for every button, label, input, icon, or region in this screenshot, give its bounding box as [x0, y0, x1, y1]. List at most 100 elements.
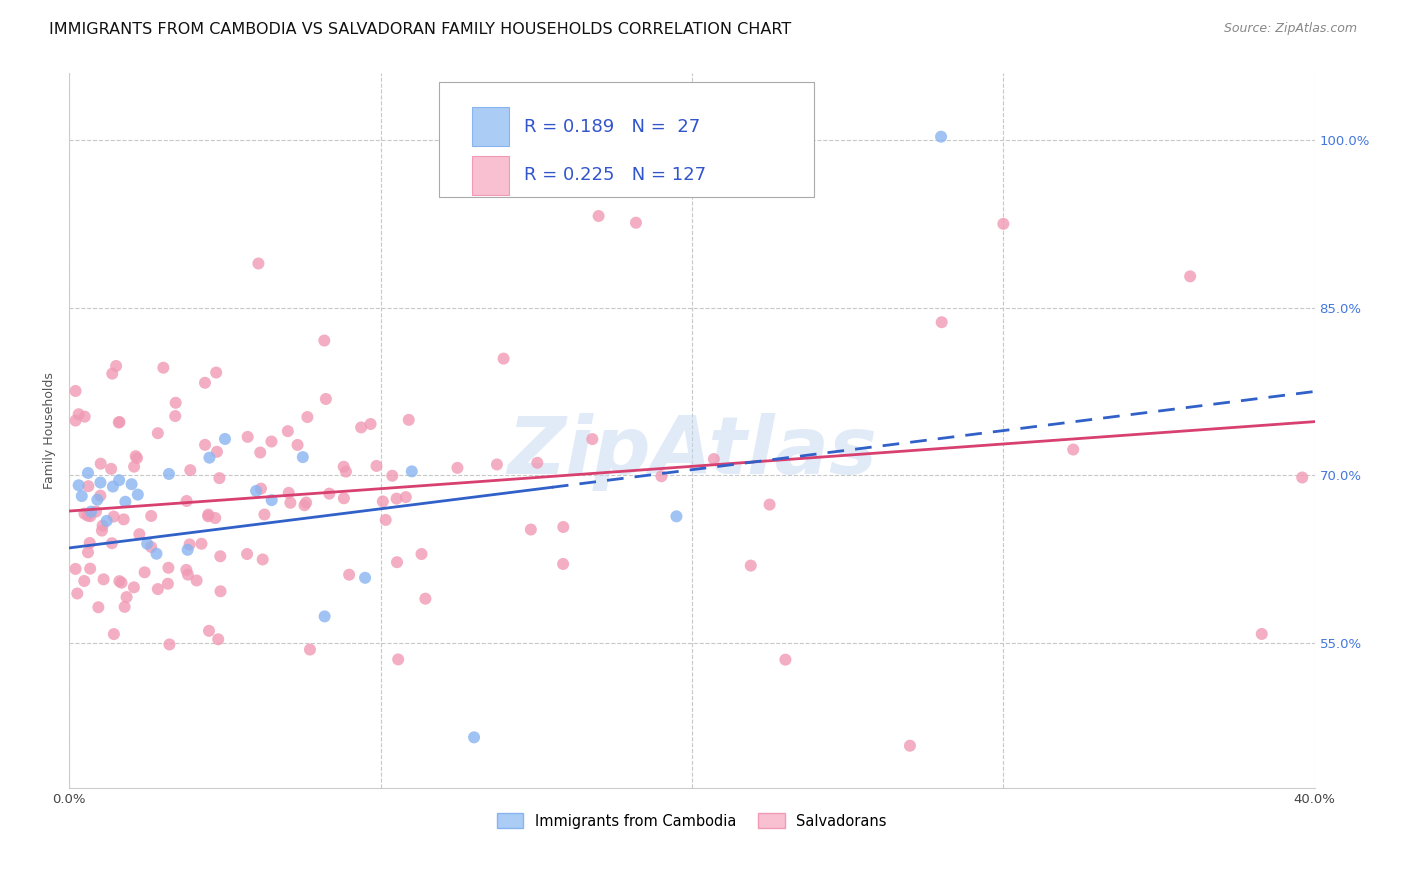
Point: [387, 652, 409, 666]
Point: [1291, 470, 1313, 484]
Point: [553, 520, 575, 534]
Point: [145, 547, 167, 561]
Point: [146, 582, 169, 596]
Point: [198, 624, 221, 638]
Point: [65, 562, 87, 576]
Point: [105, 359, 128, 373]
Point: [485, 458, 508, 472]
Point: [152, 360, 174, 375]
Point: [295, 495, 318, 509]
Point: [115, 590, 138, 604]
Point: [73, 409, 96, 424]
Point: [208, 471, 231, 485]
Point: [91, 518, 114, 533]
Point: [179, 537, 201, 551]
Point: [214, 432, 236, 446]
Point: [128, 527, 150, 541]
Point: [80, 505, 103, 519]
Point: [157, 561, 180, 575]
Point: [197, 508, 219, 522]
Point: [252, 552, 274, 566]
Point: [93, 572, 115, 586]
Point: [205, 444, 228, 458]
FancyBboxPatch shape: [439, 81, 814, 197]
Point: [993, 217, 1015, 231]
Point: [1178, 269, 1201, 284]
Point: [209, 549, 232, 564]
Point: [775, 653, 797, 667]
Point: [176, 494, 198, 508]
Point: [553, 557, 575, 571]
Point: [385, 555, 408, 569]
Text: R = 0.189   N =  27: R = 0.189 N = 27: [524, 118, 700, 136]
Point: [247, 256, 270, 270]
Bar: [471, 156, 509, 195]
Point: [76, 508, 98, 523]
Point: [70, 489, 93, 503]
Point: [77, 545, 100, 559]
Point: [66, 586, 89, 600]
Point: [758, 498, 780, 512]
Point: [101, 367, 124, 381]
Point: [84, 504, 107, 518]
Point: [87, 600, 110, 615]
Point: [492, 351, 515, 366]
Point: [209, 584, 232, 599]
Point: [333, 491, 356, 506]
Point: [401, 464, 423, 478]
Point: [411, 547, 433, 561]
Point: [90, 457, 112, 471]
Point: [156, 576, 179, 591]
Point: [350, 420, 373, 434]
Point: [197, 509, 219, 524]
Point: [250, 482, 273, 496]
Point: [245, 483, 267, 498]
Point: [108, 473, 131, 487]
Point: [77, 479, 100, 493]
Point: [177, 567, 200, 582]
Point: [79, 536, 101, 550]
Point: [194, 438, 217, 452]
Point: [101, 536, 124, 550]
Point: [205, 366, 228, 380]
Point: [101, 479, 124, 493]
Point: [360, 417, 382, 431]
Point: [291, 450, 314, 464]
Point: [124, 449, 146, 463]
Point: [298, 642, 321, 657]
Point: [122, 580, 145, 594]
Point: [125, 451, 148, 466]
Point: [141, 508, 163, 523]
Legend: Immigrants from Cambodia, Salvadorans: Immigrants from Cambodia, Salvadorans: [491, 807, 893, 835]
Point: [253, 508, 276, 522]
Point: [121, 477, 143, 491]
Text: Source: ZipAtlas.com: Source: ZipAtlas.com: [1223, 22, 1357, 36]
Point: [929, 129, 952, 144]
Point: [297, 410, 319, 425]
Point: [366, 458, 388, 473]
Point: [127, 487, 149, 501]
Point: [294, 498, 316, 512]
Point: [157, 467, 180, 481]
Point: [122, 459, 145, 474]
Point: [280, 496, 302, 510]
Y-axis label: Family Households: Family Households: [44, 372, 56, 489]
Point: [335, 465, 357, 479]
Point: [315, 392, 337, 406]
Point: [146, 426, 169, 441]
Point: [650, 469, 672, 483]
Point: [463, 731, 485, 745]
Point: [314, 609, 336, 624]
Point: [65, 413, 87, 427]
Point: [624, 216, 647, 230]
Point: [332, 459, 354, 474]
Point: [96, 514, 118, 528]
Point: [381, 468, 404, 483]
Point: [179, 463, 201, 477]
Point: [236, 547, 259, 561]
Point: [194, 376, 217, 390]
Point: [114, 599, 136, 614]
Point: [337, 567, 360, 582]
Point: [186, 574, 208, 588]
Point: [260, 493, 283, 508]
